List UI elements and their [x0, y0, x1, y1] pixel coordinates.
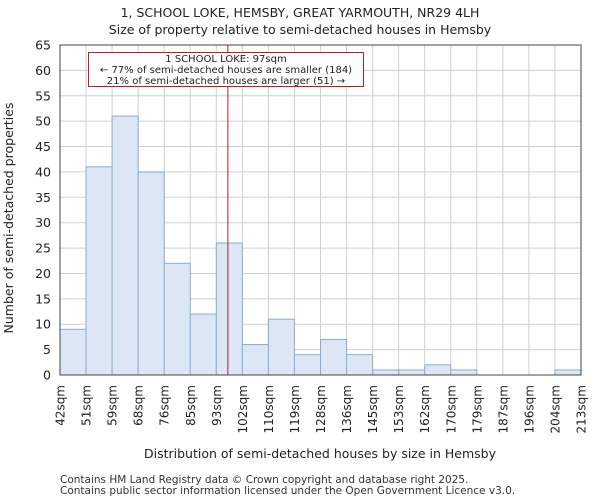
y-tick-label-8: 40	[35, 164, 51, 179]
y-tick-label-5: 25	[35, 241, 51, 256]
footer-copyright: Contains HM Land Registry data © Crown c…	[60, 474, 469, 486]
footer-licence: Contains public sector information licen…	[60, 485, 516, 497]
x-tick-label-187sqm: 187sqm	[496, 385, 510, 433]
x-tick-label-59sqm: 59sqm	[106, 385, 120, 426]
x-tick-label-119sqm: 119sqm	[288, 385, 302, 433]
y-tick-label-3: 15	[35, 291, 51, 306]
y-tick-label-13: 65	[35, 38, 51, 53]
x-tick-label-213sqm: 213sqm	[575, 385, 589, 433]
bar-145sqm	[372, 369, 400, 376]
x-tick-label-102sqm: 102sqm	[236, 385, 250, 433]
x-axis-ticks: 42sqm 51sqm 59sqm 68sqm 76sqm 85sqm 93sqm 102sq…	[54, 385, 589, 433]
y-axis-label: Number of semi-detached properties	[1, 103, 16, 334]
bar-68sqm	[137, 171, 165, 376]
y-tick-label-9: 45	[35, 139, 51, 154]
x-tick-label-128sqm: 128sqm	[314, 385, 328, 433]
marker	[59, 44, 582, 376]
annotation-line-3: 21% of semi-detached houses are larger (…	[106, 76, 346, 87]
bar-204sqm	[554, 369, 582, 376]
x-tick-label-93sqm: 93sqm	[210, 385, 224, 426]
y-tick-label-7: 35	[35, 190, 51, 205]
bar-76sqm	[163, 262, 191, 376]
y-tick-label-6: 30	[35, 215, 51, 230]
x-tick-label-153sqm: 153sqm	[392, 385, 406, 433]
x-tick-label-196sqm: 196sqm	[522, 385, 536, 433]
bar-51sqm	[85, 166, 113, 376]
annotation-line-1: 1 SCHOOL LOKE: 97sqm	[165, 54, 287, 65]
chart-subtitle: Size of property relative to semi-detach…	[108, 22, 492, 37]
bar-119sqm	[293, 354, 322, 376]
x-tick-label-51sqm: 51sqm	[80, 385, 94, 426]
y-tick-label-0: 0	[43, 368, 51, 383]
bar-110sqm	[267, 318, 295, 376]
bar-136sqm	[346, 354, 374, 376]
y-tick-label-12: 60	[35, 63, 51, 78]
bar-59sqm	[111, 115, 139, 376]
x-tick-label-76sqm: 76sqm	[158, 385, 172, 426]
bar-162sqm	[424, 364, 452, 376]
x-tick-label-145sqm: 145sqm	[366, 385, 380, 433]
chart-title: 1, SCHOOL LOKE, HEMSBY, GREAT YARMOUTH, …	[120, 5, 480, 20]
y-tick-label-4: 20	[35, 266, 51, 281]
bars	[59, 115, 582, 376]
x-tick-label-204sqm: 204sqm	[548, 385, 562, 433]
x-tick-label-68sqm: 68sqm	[132, 385, 146, 426]
x-tick-label-42sqm: 42sqm	[54, 385, 68, 426]
bar-153sqm	[398, 369, 426, 376]
x-tick-label-179sqm: 179sqm	[470, 385, 484, 433]
bar-128sqm	[320, 338, 348, 376]
bar-170sqm	[450, 369, 478, 376]
x-tick-label-170sqm: 170sqm	[444, 385, 458, 433]
plot-frame	[59, 44, 582, 376]
y-tick-label-10: 50	[35, 114, 51, 129]
y-tick-label-11: 55	[35, 88, 51, 103]
x-tick-label-136sqm: 136sqm	[340, 385, 354, 433]
x-tick-label-85sqm: 85sqm	[184, 385, 198, 426]
bar-93sqm	[215, 242, 243, 376]
bar-102sqm	[241, 344, 269, 376]
annotation-line-2: ← 77% of semi-detached houses are smalle…	[99, 65, 353, 76]
x-axis-label: Distribution of semi-detached houses by …	[144, 446, 497, 461]
annotation-box: 1 SCHOOL LOKE: 97sqm ← 77% of semi-detac…	[88, 52, 364, 87]
y-axis-ticks: 0 5 10 15 20 25 30 35 40 45 50 55 60 65	[35, 38, 51, 383]
y-tick-label-2: 10	[35, 317, 51, 332]
y-tick-label-1: 5	[43, 342, 51, 357]
bar-42sqm	[59, 328, 87, 376]
x-tick-label-162sqm: 162sqm	[418, 385, 432, 433]
x-tick-label-110sqm: 110sqm	[262, 385, 276, 433]
bar-85sqm	[189, 313, 217, 376]
